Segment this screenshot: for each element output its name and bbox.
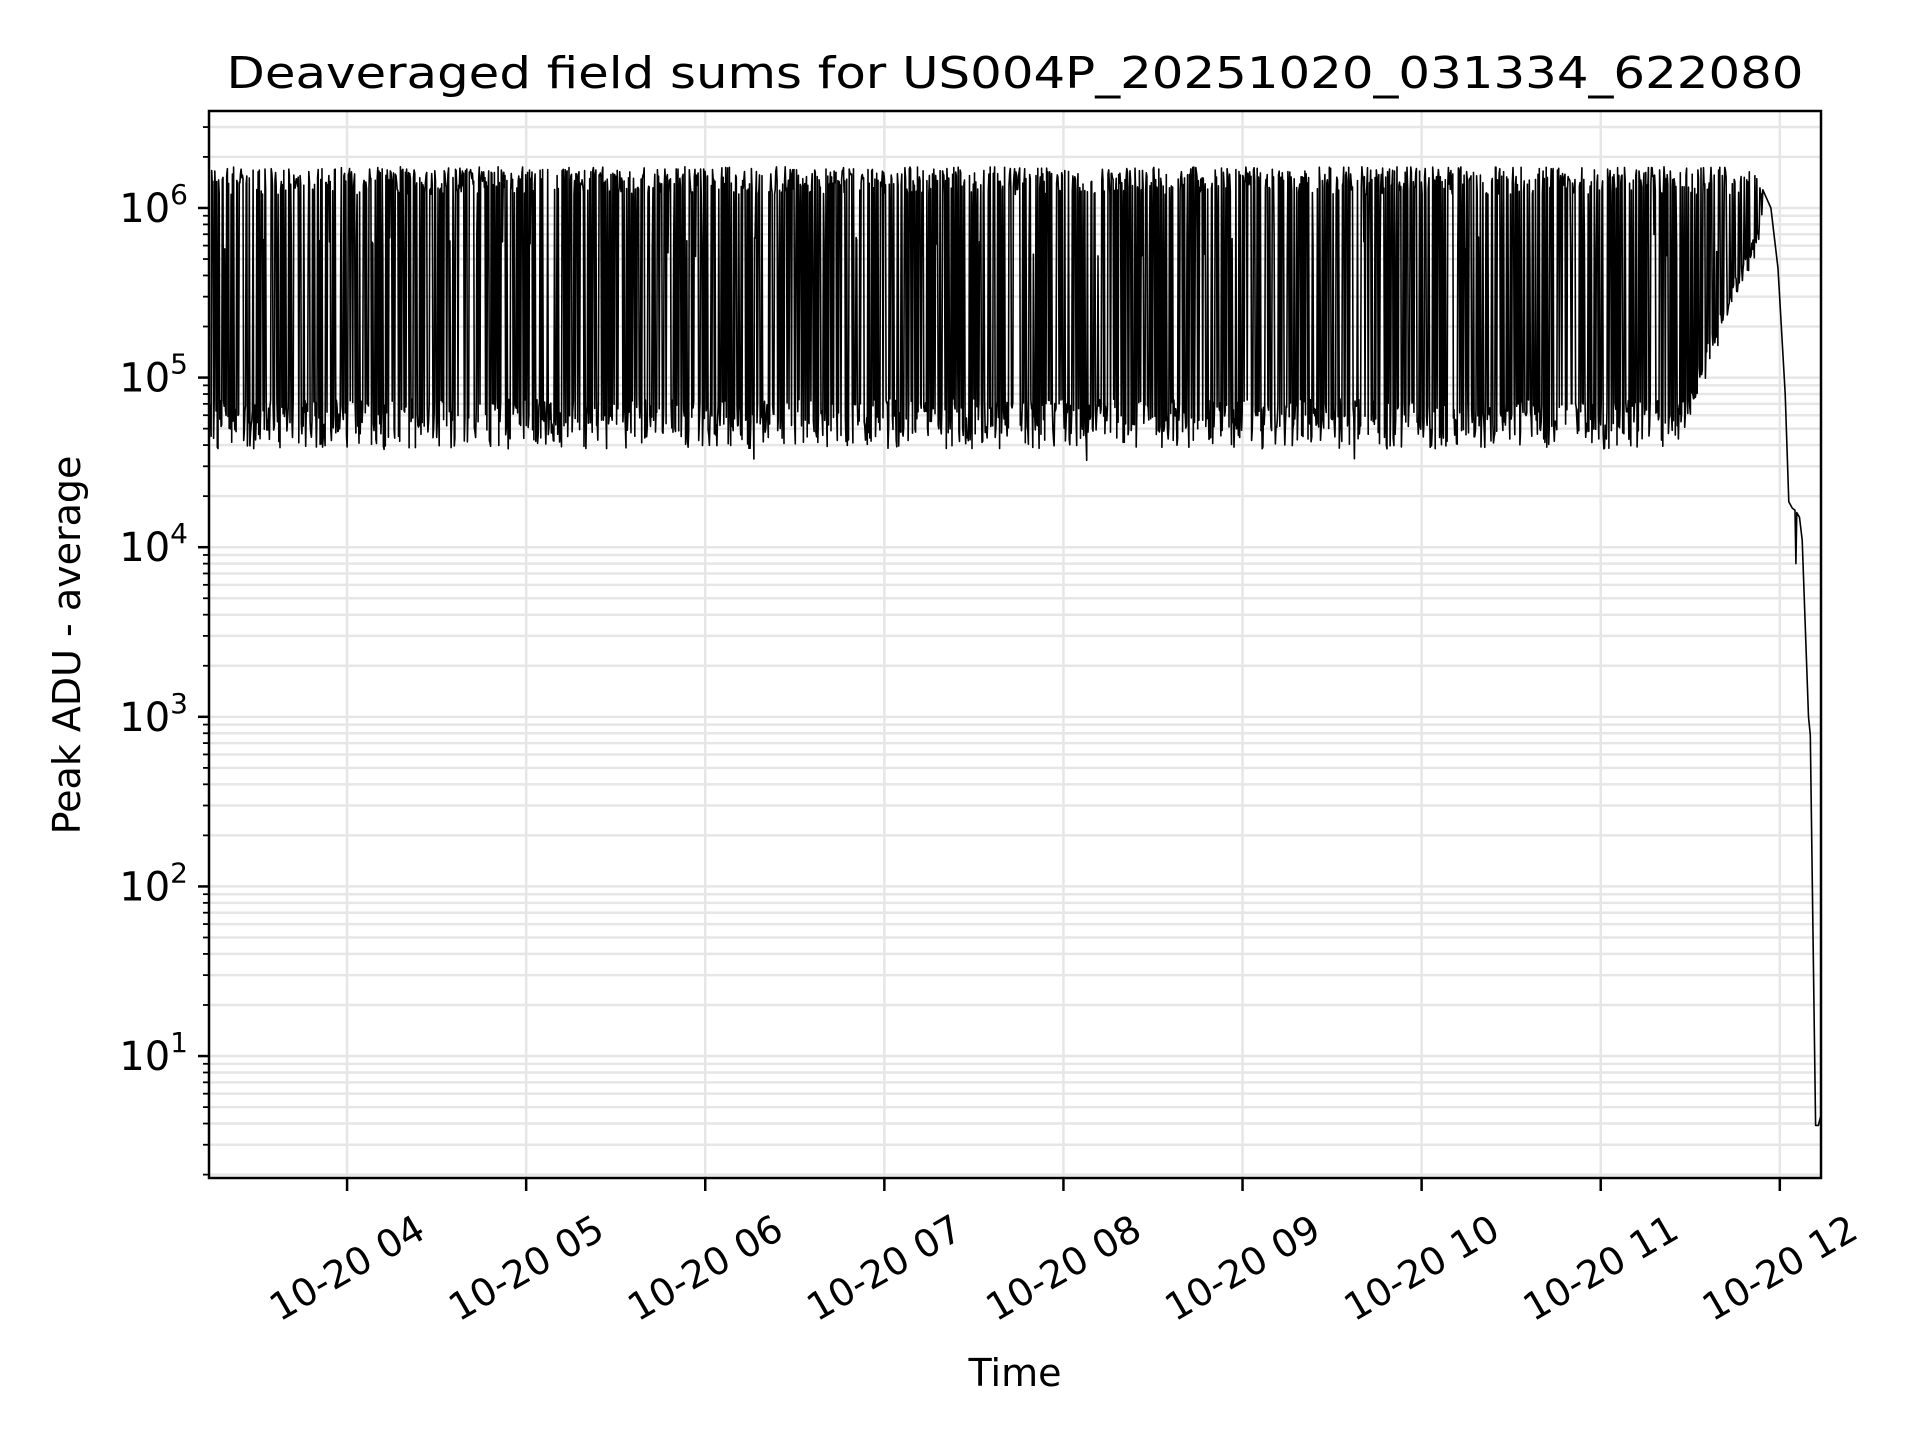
- y-tick-label: 103: [119, 687, 188, 741]
- y-tick-label: 106: [119, 178, 188, 232]
- x-tick-label: 10-20 08: [978, 1206, 1148, 1330]
- x-tick-label: 10-20 12: [1695, 1206, 1865, 1330]
- plot-area: [208, 166, 1822, 1127]
- axes-frame: [207, 109, 1823, 1180]
- y-tick-label: 104: [119, 517, 188, 571]
- y-tick-label: 102: [119, 856, 188, 910]
- x-tick-label: 10-20 05: [441, 1206, 611, 1330]
- y-tick-label: 101: [119, 1026, 188, 1080]
- y-tick-label: 105: [119, 348, 188, 402]
- chart-title: Deaveraged field sums for US004P_2025102…: [227, 48, 1804, 99]
- x-axis-label: Time: [968, 1351, 1062, 1395]
- x-tick-label: 10-20 07: [799, 1206, 969, 1330]
- x-tick-label: 10-20 06: [620, 1206, 790, 1330]
- x-tick-label: 10-20 09: [1158, 1206, 1328, 1330]
- x-tick-label: 10-20 10: [1337, 1206, 1507, 1330]
- x-tick-label: 10-20 04: [262, 1206, 432, 1330]
- x-tick-label: 10-20 11: [1516, 1206, 1686, 1330]
- y-axis-label: Peak ADU - average: [45, 456, 89, 835]
- series-line-field-sums: [208, 166, 1822, 1127]
